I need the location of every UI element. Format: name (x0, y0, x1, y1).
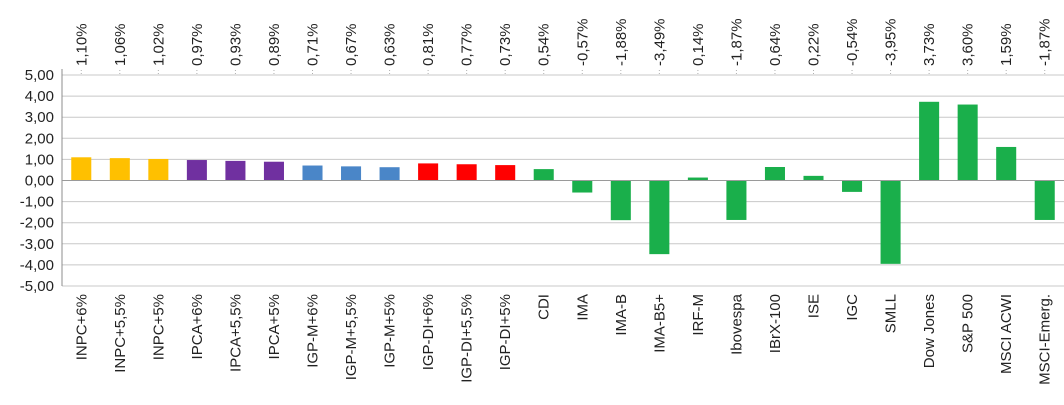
bar (880, 180, 901, 264)
bar (148, 158, 169, 181)
x-tick-labels: INPC+6% INPC+5,5% INPC+5% IPCA+6% IPCA+5,5% I… (73, 293, 1053, 384)
y-tick-label: -1,00 (20, 194, 54, 211)
x-tick-label: Ibovespa (728, 293, 745, 355)
value-label: 1,06% (112, 23, 129, 66)
grid (62, 70, 1064, 287)
bar (764, 166, 785, 181)
bar (1034, 180, 1055, 220)
x-tick-label: IGP-M+6% (305, 294, 322, 368)
x-tick-label: IPCA+6% (189, 294, 206, 359)
value-label: -3,49% (651, 18, 668, 66)
value-label: 0,63% (382, 23, 399, 66)
bar (803, 175, 824, 181)
bar (109, 158, 130, 181)
value-label: 0,71% (305, 23, 322, 66)
bar (263, 161, 284, 181)
value-label: 3,73% (921, 23, 938, 66)
bar (302, 165, 323, 181)
value-label: -1,87% (1037, 18, 1054, 66)
value-label: 1,02% (150, 23, 167, 66)
value-label: 0,73% (497, 23, 514, 66)
x-tick-label: INPC+5% (150, 294, 167, 360)
x-tick-label: MSCI ACWI (998, 294, 1015, 374)
bar (610, 180, 631, 221)
x-tick-label: S&P 500 (960, 294, 977, 353)
x-tick-label: IGP-M+5% (382, 294, 399, 368)
y-tick-label: -4,00 (20, 257, 54, 274)
value-label: 0,77% (459, 23, 476, 66)
x-tick-label: INPC+5,5% (112, 294, 129, 373)
value-label: -1,87% (728, 18, 745, 66)
value-label: 0,93% (227, 23, 244, 66)
bar (533, 169, 554, 181)
x-tick-label: IGC (844, 294, 861, 321)
y-tick-label: 3,00 (25, 109, 54, 126)
x-tick-label: SMLL (883, 294, 900, 333)
x-tick-label: IPCA+5% (266, 294, 283, 359)
bar (186, 160, 207, 181)
value-label: 0,64% (767, 23, 784, 66)
bar (456, 164, 477, 181)
bar (649, 180, 670, 255)
bar (225, 160, 246, 181)
y-tick-label: 1,00 (25, 151, 54, 168)
y-tick-labels: 5,00 4,00 3,00 2,00 1,00 0,00 -1,00 -2,00 -3,00 -… (20, 67, 54, 295)
x-tick-label: IGP-DI+6% (420, 294, 437, 370)
y-tick-label: 4,00 (25, 88, 54, 105)
x-tick-label: INPC+6% (73, 294, 90, 360)
axes (61, 69, 1064, 286)
y-tick-label: 0,00 (25, 173, 54, 190)
bar (957, 104, 978, 181)
value-label: -1,88% (613, 18, 630, 66)
value-label: 0,54% (536, 23, 553, 66)
x-tick-label: CDI (536, 294, 553, 320)
x-tick-label: ISE (806, 294, 823, 318)
bar (418, 163, 439, 181)
bar (726, 180, 747, 220)
value-label: 0,67% (343, 23, 360, 66)
value-label: 1,10% (73, 23, 90, 66)
y-tick-label: -3,00 (20, 236, 54, 253)
bar (919, 101, 940, 181)
value-label: 0,89% (266, 23, 283, 66)
y-tick-label: 2,00 (25, 130, 54, 147)
value-label: 0,22% (806, 23, 823, 66)
x-tick-label: IPCA+5,5% (227, 294, 244, 372)
x-tick-label: IMA-B5+ (651, 294, 668, 353)
bars (71, 101, 1055, 264)
bar (341, 166, 362, 181)
value-label: -0,54% (844, 18, 861, 66)
x-tick-label: IGP-M+5,5% (343, 294, 360, 380)
bar (996, 146, 1017, 181)
x-tick-label: Dow Jones (921, 294, 938, 368)
value-label: -3,95% (883, 18, 900, 66)
bar (71, 157, 92, 181)
bar (495, 165, 516, 181)
bar (687, 177, 708, 181)
value-label: 3,60% (960, 23, 977, 66)
value-label: 1,59% (998, 23, 1015, 66)
bar (572, 180, 593, 193)
bar (842, 180, 863, 192)
x-tick-label: MSCI-Emerg. (1037, 294, 1054, 385)
value-label: 0,97% (189, 23, 206, 66)
x-tick-label: IMA-B (613, 294, 630, 336)
y-tick-label: 5,00 (25, 67, 54, 84)
bar (379, 167, 400, 181)
x-tick-label: IMA (574, 294, 591, 321)
x-tick-label: IGP-DI+5% (497, 294, 514, 370)
x-tick-label: IRF-M (690, 294, 707, 336)
x-tick-label: IGP-DI+5,5% (459, 294, 476, 383)
value-labels: 1,10% 1,06% 1,02% 0,97% 0,93% 0,89% 0,71% 0,67%… (73, 18, 1053, 66)
value-label: 0,81% (420, 23, 437, 66)
y-tick-label: -5,00 (20, 278, 54, 295)
value-label: 0,14% (690, 23, 707, 66)
x-tick-label: IBrX-100 (767, 294, 784, 353)
value-label: -0,57% (574, 18, 591, 66)
y-tick-label: -2,00 (20, 215, 54, 232)
